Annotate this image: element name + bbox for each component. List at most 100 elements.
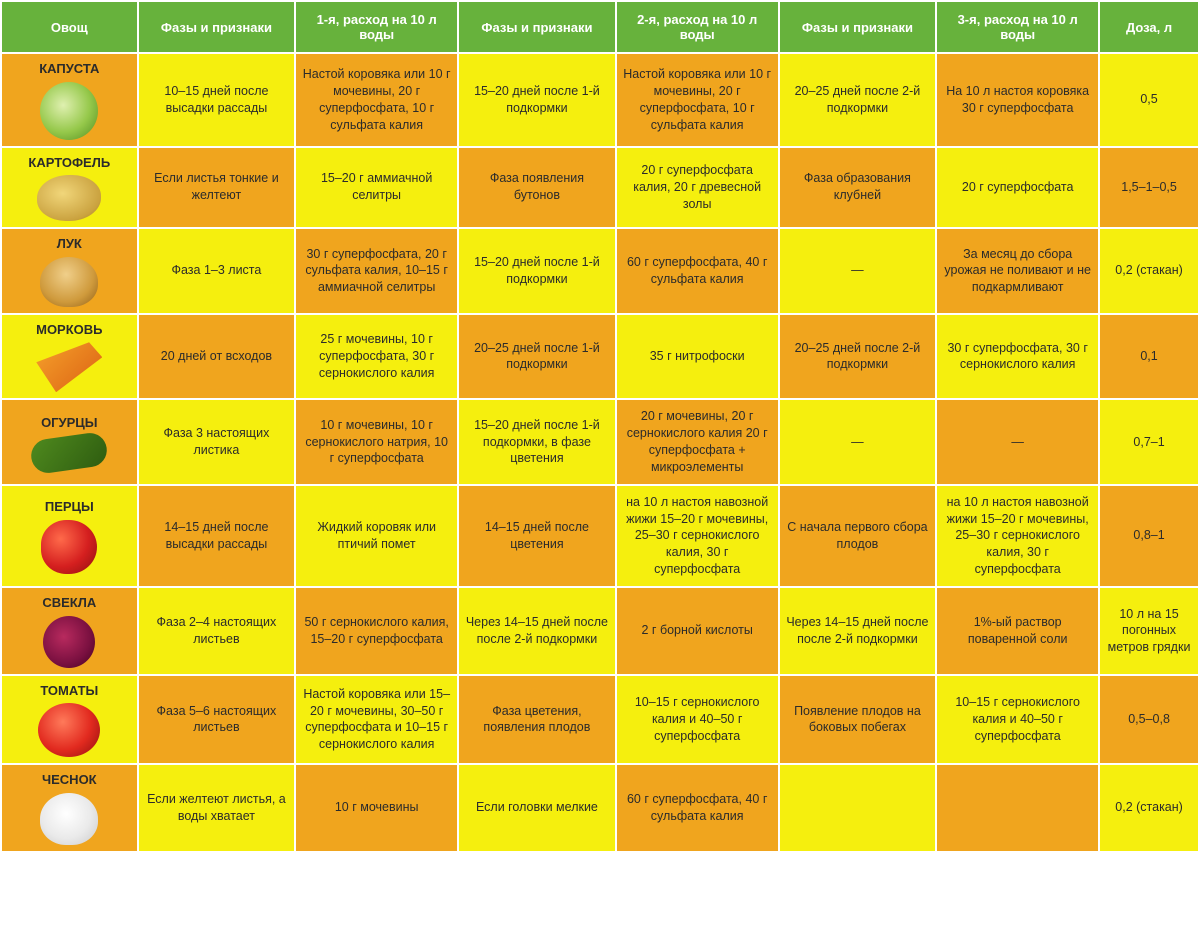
fertilizer-table: ОвощФазы и признаки1-я, расход на 10 л в… bbox=[0, 0, 1200, 853]
table-row: СВЕКЛАФаза 2–4 настоящих листьев50 г сер… bbox=[1, 587, 1199, 675]
cell: 25 г мочевины, 10 г суперфосфата, 30 г с… bbox=[295, 314, 458, 400]
table-row: ПЕРЦЫ 14–15 дней после высадки рассадыЖид… bbox=[1, 485, 1199, 587]
cell: 20–25 дней после 2-й подкормки bbox=[779, 53, 937, 147]
col-header: 2-я, расход на 10 л воды bbox=[616, 1, 779, 53]
table-header-row: ОвощФазы и признаки1-я, расход на 10 л в… bbox=[1, 1, 1199, 53]
cell: Появление плодов на боковых побегах bbox=[779, 675, 937, 765]
cell: — bbox=[936, 399, 1099, 485]
cell: Фаза появления бутонов bbox=[458, 147, 616, 229]
cell: 0,5 bbox=[1099, 53, 1199, 147]
onion-icon bbox=[40, 257, 98, 307]
cell: 0,1 bbox=[1099, 314, 1199, 400]
cell bbox=[779, 764, 937, 852]
cell: 10–15 г сернокислого калия и 40–50 г суп… bbox=[936, 675, 1099, 765]
cell: 2 г борной кислоты bbox=[616, 587, 779, 675]
cell: 60 г суперфосфата, 40 г сульфата калия bbox=[616, 228, 779, 314]
cell: 50 г сернокислого калия, 15–20 г суперфо… bbox=[295, 587, 458, 675]
cell: На 10 л настоя коровяка 30 г суперфосфат… bbox=[936, 53, 1099, 147]
veg-cell: МОРКОВЬ bbox=[1, 314, 138, 400]
cell: 10–15 дней после высадки рассады bbox=[138, 53, 296, 147]
cell: 30 г суперфосфата, 20 г сульфата калия, … bbox=[295, 228, 458, 314]
cell: Фаза цветения, появления плодов bbox=[458, 675, 616, 765]
col-header: 3-я, расход на 10 л воды bbox=[936, 1, 1099, 53]
cell: Фаза 5–6 настоящих листьев bbox=[138, 675, 296, 765]
table-row: КАРТОФЕЛЬЕсли листья тонкие и желтеют15–… bbox=[1, 147, 1199, 229]
veg-name: КАПУСТА bbox=[6, 60, 133, 78]
potato-icon bbox=[37, 175, 101, 221]
veg-name: ОГУРЦЫ bbox=[6, 414, 133, 432]
veg-name: ТОМАТЫ bbox=[6, 682, 133, 700]
cell: 10–15 г сернокислого калия и 40–50 г суп… bbox=[616, 675, 779, 765]
table-row: ТОМАТЫ Фаза 5–6 настоящих листьевНастой к… bbox=[1, 675, 1199, 765]
veg-name: ПЕРЦЫ bbox=[6, 498, 133, 516]
tomato-icon bbox=[38, 703, 100, 757]
veg-cell: ЛУК bbox=[1, 228, 138, 314]
cell: 15–20 дней после 1-й подкормки bbox=[458, 228, 616, 314]
cell: 60 г суперфосфата, 40 г сульфата калия bbox=[616, 764, 779, 852]
beet-icon bbox=[43, 616, 95, 668]
table-row: ЧЕСНОК Если желтеют листья, а воды хватае… bbox=[1, 764, 1199, 852]
cell: 1%-ый раствор поваренной соли bbox=[936, 587, 1099, 675]
cell: Через 14–15 дней после после 2-й подкорм… bbox=[779, 587, 937, 675]
cell: на 10 л настоя навозной жижи 15–20 г моч… bbox=[936, 485, 1099, 587]
cell: 20 дней от всходов bbox=[138, 314, 296, 400]
cell: на 10 л настоя навозной жижи 15–20 г моч… bbox=[616, 485, 779, 587]
pepper-icon bbox=[41, 520, 97, 574]
cell: — bbox=[779, 228, 937, 314]
cell: 0,2 (стакан) bbox=[1099, 228, 1199, 314]
table-row: КАПУСТА 10–15 дней после высадки рассады Н… bbox=[1, 53, 1199, 147]
table-row: ЛУК Фаза 1–3 листа30 г суперфосфата, 20 г… bbox=[1, 228, 1199, 314]
cell: Фаза 2–4 настоящих листьев bbox=[138, 587, 296, 675]
cell: Если желтеют листья, а воды хватает bbox=[138, 764, 296, 852]
cell: 10 л на 15 погонных метров грядки bbox=[1099, 587, 1199, 675]
veg-cell: ТОМАТЫ bbox=[1, 675, 138, 765]
cell: 0,5–0,8 bbox=[1099, 675, 1199, 765]
cell: 15–20 дней после 1-й подкормки, в фазе ц… bbox=[458, 399, 616, 485]
cell: За месяц до сбора урожая не поливают и н… bbox=[936, 228, 1099, 314]
cell: 35 г нитрофоски bbox=[616, 314, 779, 400]
veg-cell: КАПУСТА bbox=[1, 53, 138, 147]
cell: 10 г мочевины, 10 г сернокислого натрия,… bbox=[295, 399, 458, 485]
cell: 15–20 дней после 1-й подкормки bbox=[458, 53, 616, 147]
cell: 0,8–1 bbox=[1099, 485, 1199, 587]
cell: Жидкий коровяк или птичий помет bbox=[295, 485, 458, 587]
veg-name: МОРКОВЬ bbox=[6, 321, 133, 339]
col-header: Фазы и признаки bbox=[138, 1, 296, 53]
cell: 10 г мочевины bbox=[295, 764, 458, 852]
cell: 0,2 (стакан) bbox=[1099, 764, 1199, 852]
col-header: Овощ bbox=[1, 1, 138, 53]
cell: Настой коровяка или 15–20 г мочевины, 30… bbox=[295, 675, 458, 765]
cell: 15–20 г аммиачной селитры bbox=[295, 147, 458, 229]
col-header: Доза, л bbox=[1099, 1, 1199, 53]
cell: — bbox=[779, 399, 937, 485]
veg-name: ЧЕСНОК bbox=[6, 771, 133, 789]
cell: 30 г суперфосфата, 30 г сернокислого кал… bbox=[936, 314, 1099, 400]
cucumber-icon bbox=[29, 431, 109, 475]
cell: 20 г суперфосфата калия, 20 г древесной … bbox=[616, 147, 779, 229]
cell: Через 14–15 дней после после 2-й подкорм… bbox=[458, 587, 616, 675]
cell: 20–25 дней после 2-й подкормки bbox=[779, 314, 937, 400]
garlic-icon bbox=[40, 793, 98, 845]
col-header: Фазы и признаки bbox=[779, 1, 937, 53]
table-row: ОГУРЦЫ Фаза 3 настоящих листика10 г мочев… bbox=[1, 399, 1199, 485]
carrot-icon bbox=[36, 342, 102, 392]
veg-cell: ПЕРЦЫ bbox=[1, 485, 138, 587]
cell bbox=[936, 764, 1099, 852]
cell: 14–15 дней после высадки рассады bbox=[138, 485, 296, 587]
veg-cell: КАРТОФЕЛЬ bbox=[1, 147, 138, 229]
cell: Если листья тонкие и желтеют bbox=[138, 147, 296, 229]
cell: 0,7–1 bbox=[1099, 399, 1199, 485]
cell: 20 г суперфосфата bbox=[936, 147, 1099, 229]
col-header: Фазы и признаки bbox=[458, 1, 616, 53]
veg-cell: СВЕКЛА bbox=[1, 587, 138, 675]
cell: Фаза 1–3 листа bbox=[138, 228, 296, 314]
col-header: 1-я, расход на 10 л воды bbox=[295, 1, 458, 53]
cell: Фаза 3 настоящих листика bbox=[138, 399, 296, 485]
cell: 20–25 дней после 1-й подкормки bbox=[458, 314, 616, 400]
veg-cell: ЧЕСНОК bbox=[1, 764, 138, 852]
cell: С начала первого сбора плодов bbox=[779, 485, 937, 587]
veg-name: ЛУК bbox=[6, 235, 133, 253]
cell: Настой коровяка или 10 г мочевины, 20 г … bbox=[616, 53, 779, 147]
cell: 20 г мочевины, 20 г сернокислого калия 2… bbox=[616, 399, 779, 485]
cell: Если головки мелкие bbox=[458, 764, 616, 852]
